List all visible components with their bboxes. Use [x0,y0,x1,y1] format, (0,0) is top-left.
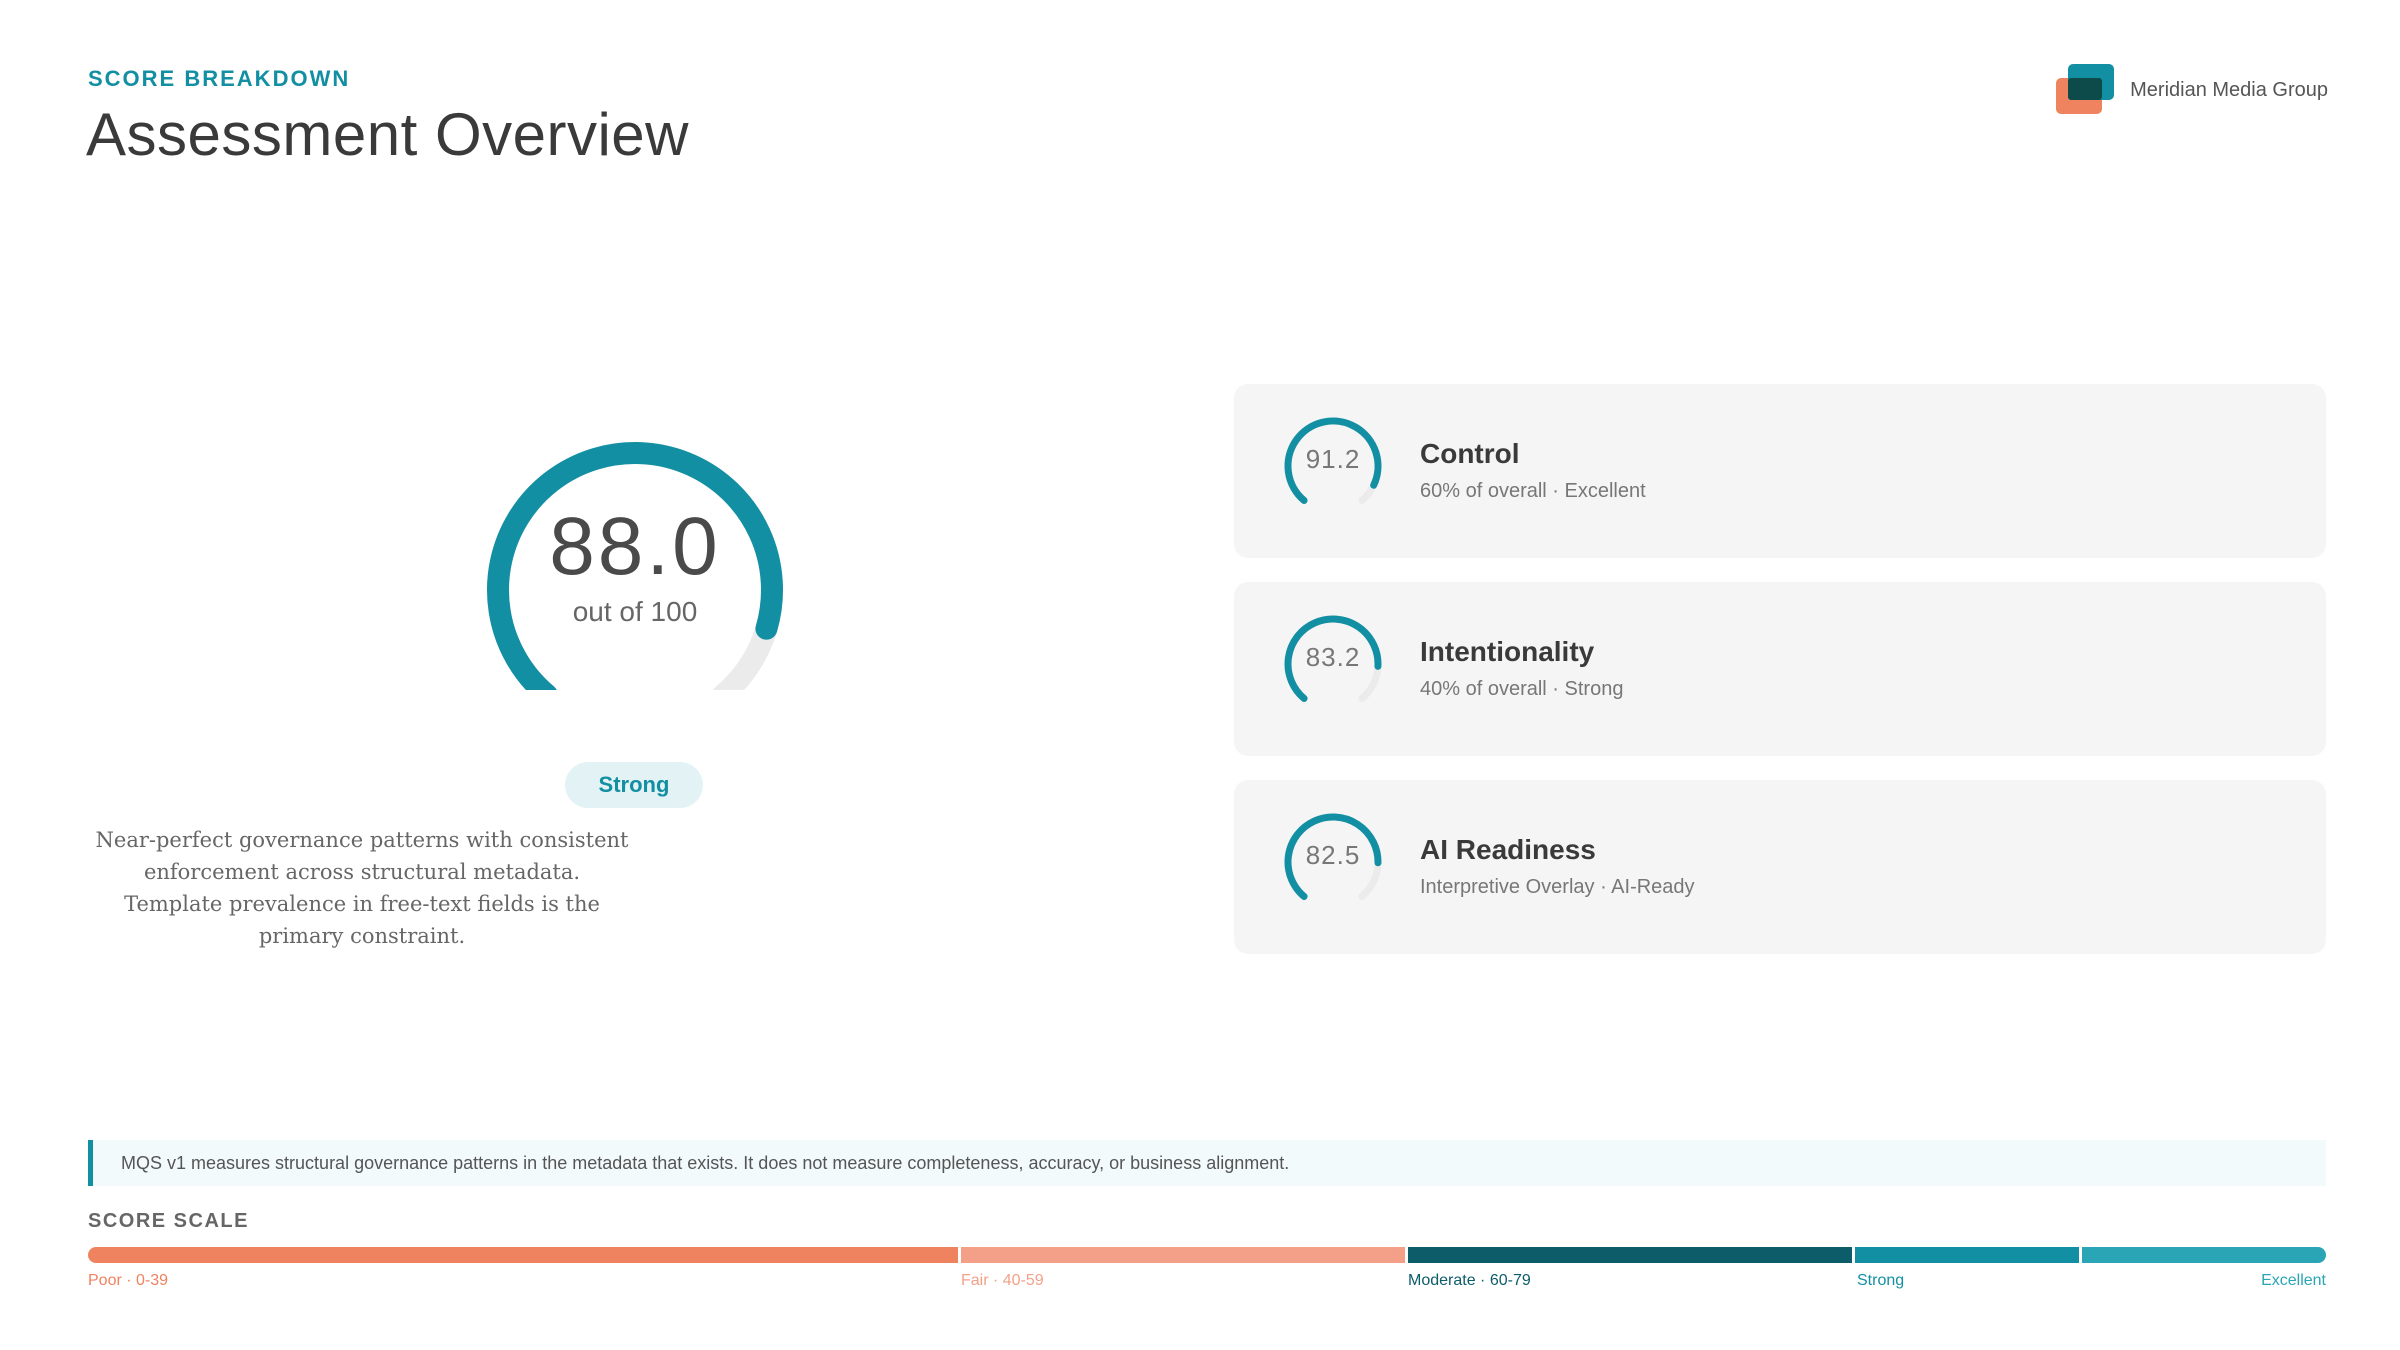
card-score-value: 91.2 [1305,444,1361,474]
scale-label-fair: Fair · 40-59 [961,1272,1044,1289]
card-subtitle: Interpretive Overlay · AI-Ready [1420,876,1695,898]
card-title: Control [1420,438,1520,469]
brand-name: Meridian Media Group [2130,78,2328,101]
scale-label-strong: Strong [1857,1272,1905,1289]
page-title: Assessment Overview [86,101,689,168]
score-card-intentionality: 83.2 Intentionality 40% of overall · Str… [1234,582,2326,756]
scale-segment-fair [961,1247,1405,1263]
scale-label-poor: Poor · 0-39 [88,1272,169,1289]
card-score-value: 82.5 [1305,840,1361,870]
mini-gauge: 91.2 [1278,414,1388,514]
overall-score-gauge: 88.0 out of 100 [470,430,800,690]
methodology-note: MQS v1 measures structural governance pa… [88,1140,2326,1186]
scale-label-excellent: Excellent [2261,1272,2326,1289]
score-scale-label: SCORE SCALE [88,1210,249,1232]
overall-score-caption: out of 100 [572,596,698,627]
scale-label-moderate: Moderate · 60-79 [1408,1272,1531,1289]
scale-segment-strong [1855,1247,2079,1263]
score-card-ai-readiness: 82.5 AI Readiness Interpretive Overlay ·… [1234,780,2326,954]
gauge-fill [487,442,783,690]
scale-segment-excellent [2082,1247,2326,1263]
card-subtitle: 40% of overall · Strong [1420,678,1624,700]
card-subtitle: 60% of overall · Excellent [1420,480,1646,502]
brand-logo-icon [2054,64,2115,116]
rating-badge: Strong [565,762,703,808]
card-title: Intentionality [1420,636,1595,667]
card-title: AI Readiness [1420,834,1596,865]
mini-gauge: 82.5 [1278,810,1388,910]
overall-description: Near-perfect governance patterns with co… [95,828,629,948]
score-card-control: 91.2 Control 60% of overall · Excellent [1234,384,2326,558]
overall-score-value: 88.0 [549,501,721,592]
methodology-note-text: MQS v1 measures structural governance pa… [121,1152,1290,1173]
card-score-value: 83.2 [1305,642,1361,672]
scale-segment-poor [88,1247,958,1263]
scale-segment-moderate [1408,1247,1852,1263]
brand: Meridian Media Group [2054,64,2328,116]
section-eyebrow: SCORE BREAKDOWN [88,66,351,91]
mini-gauge: 83.2 [1278,612,1388,712]
